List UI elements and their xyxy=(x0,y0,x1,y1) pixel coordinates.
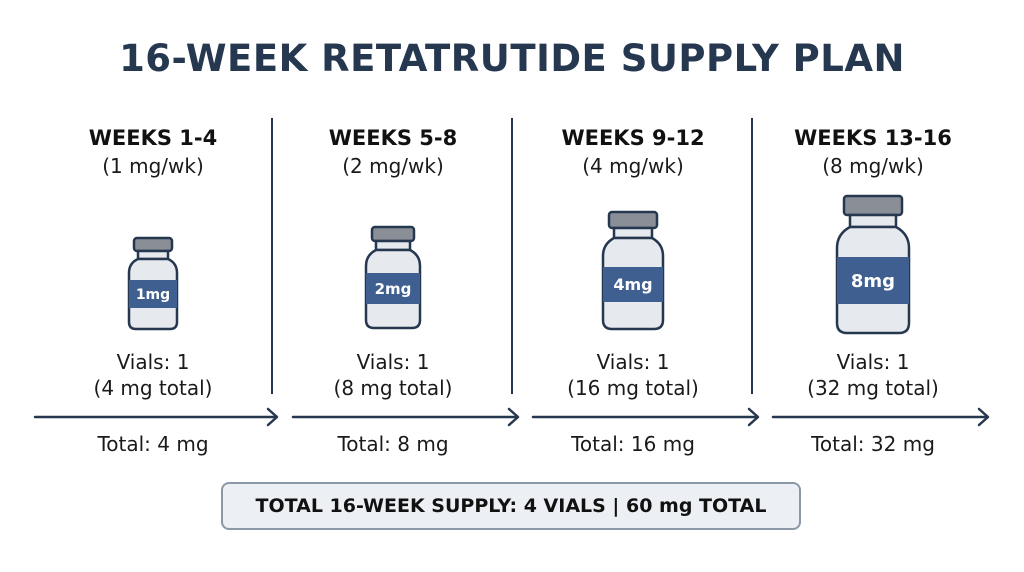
phase-dose: (1 mg/wk) xyxy=(102,154,204,178)
vial-label: 8mg xyxy=(851,271,895,292)
vials-count: Vials: 1 xyxy=(836,350,910,374)
phase-total: Total: 8 mg xyxy=(337,432,449,456)
phase-weeks-heading: WEEKS 1-4 xyxy=(88,126,218,150)
phase-dose: (4 mg/wk) xyxy=(582,154,684,178)
phase-dose: (8 mg/wk) xyxy=(822,154,924,178)
vials-total: (4 mg total) xyxy=(93,376,213,400)
phase-weeks-heading: WEEKS 13-16 xyxy=(794,126,952,150)
column-divider xyxy=(511,118,513,394)
vial-label: 1mg xyxy=(136,287,170,303)
page-title: 16-WEEK RETATRUTIDE SUPPLY PLAN xyxy=(119,37,905,80)
vials-count: Vials: 1 xyxy=(356,350,430,374)
phase-weeks-heading: WEEKS 5-8 xyxy=(328,126,458,150)
phase-column-weeks-9-12: WEEKS 9-12 (4 mg/wk) 4mg Vials: 1 (16 mg… xyxy=(513,0,753,572)
total-supply-summary: TOTAL 16-WEEK SUPPLY: 4 VIALS | 60 mg TO… xyxy=(221,482,801,530)
column-divider xyxy=(271,118,273,394)
vial-label: 2mg xyxy=(375,280,412,298)
timeline-arrow-icon xyxy=(771,407,990,427)
vial-label: 4mg xyxy=(613,275,652,294)
phase-dose: (2 mg/wk) xyxy=(342,154,444,178)
vial-icon: 1mg xyxy=(33,236,273,336)
timeline-arrows xyxy=(33,407,990,427)
vial-icon: 2mg xyxy=(273,225,513,335)
phase-column-weeks-13-16: WEEKS 13-16 (8 mg/wk) 8mg Vials: 1 (32 m… xyxy=(753,0,993,572)
phase-total: Total: 16 mg xyxy=(571,432,695,456)
vials-count: Vials: 1 xyxy=(116,350,190,374)
phase-column-weeks-1-4: WEEKS 1-4 (1 mg/wk) 1mg Vials: 1 (4 mg t… xyxy=(33,0,273,572)
column-divider xyxy=(751,118,753,394)
phase-weeks-heading: WEEKS 9-12 xyxy=(561,126,705,150)
vial-icon: 4mg xyxy=(513,210,753,336)
timeline-arrow-icon xyxy=(291,407,520,427)
phase-total: Total: 32 mg xyxy=(811,432,935,456)
phase-column-weeks-5-8: WEEKS 5-8 (2 mg/wk) 2mg Vials: 1 (8 mg t… xyxy=(273,0,513,572)
timeline-arrow-icon xyxy=(33,407,279,427)
phase-total: Total: 4 mg xyxy=(97,432,209,456)
timeline-arrow-icon xyxy=(531,407,760,427)
vial-icon: 8mg xyxy=(753,194,993,340)
vials-total: (8 mg total) xyxy=(333,376,453,400)
vials-count: Vials: 1 xyxy=(596,350,670,374)
vials-total: (16 mg total) xyxy=(567,376,699,400)
vials-total: (32 mg total) xyxy=(807,376,939,400)
